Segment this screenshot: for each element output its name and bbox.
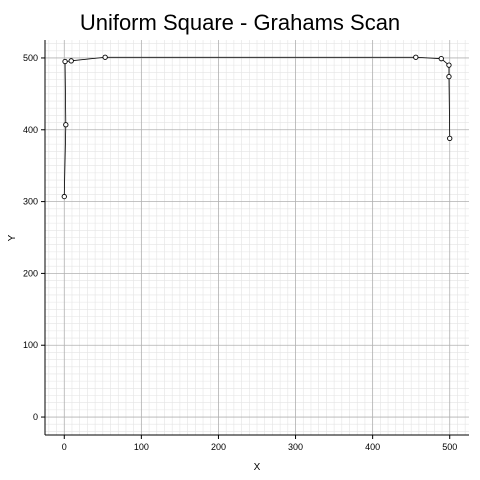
x-tick-label: 200 xyxy=(211,442,226,452)
x-tick-label: 300 xyxy=(288,442,303,452)
data-point xyxy=(438,56,444,62)
data-point xyxy=(61,193,67,200)
data-point xyxy=(68,58,74,64)
y-tick-label: 200 xyxy=(23,268,38,278)
x-tick-label: 0 xyxy=(62,442,67,452)
hull-lines xyxy=(63,56,451,197)
x-axis-ticks: 0 100 200 300 400 500 xyxy=(62,435,457,452)
data-point xyxy=(63,122,69,128)
x-tick-label: 500 xyxy=(442,442,457,452)
minor-grid xyxy=(45,40,469,435)
data-points xyxy=(61,54,453,200)
y-tick-label: 500 xyxy=(23,53,38,63)
y-tick-label: 400 xyxy=(23,125,38,135)
data-point xyxy=(102,54,108,60)
y-axis-ticks: 0 100 200 300 400 500 xyxy=(23,53,45,422)
chart-title: Uniform Square - Grahams Scan xyxy=(80,10,400,35)
x-tick-label: 100 xyxy=(134,442,149,452)
hull-line xyxy=(63,56,451,197)
data-point xyxy=(413,54,419,60)
y-axis-label: Y xyxy=(7,234,18,241)
axes xyxy=(44,40,469,436)
data-point xyxy=(447,135,453,142)
y-tick-label: 100 xyxy=(23,340,38,350)
x-axis-label: X xyxy=(254,462,261,473)
y-tick-label: 300 xyxy=(23,197,38,207)
x-tick-label: 400 xyxy=(365,442,380,452)
data-point xyxy=(446,73,452,80)
data-point xyxy=(62,58,68,65)
data-point xyxy=(446,62,452,68)
major-grid xyxy=(45,40,469,435)
y-tick-label: 0 xyxy=(33,412,38,422)
